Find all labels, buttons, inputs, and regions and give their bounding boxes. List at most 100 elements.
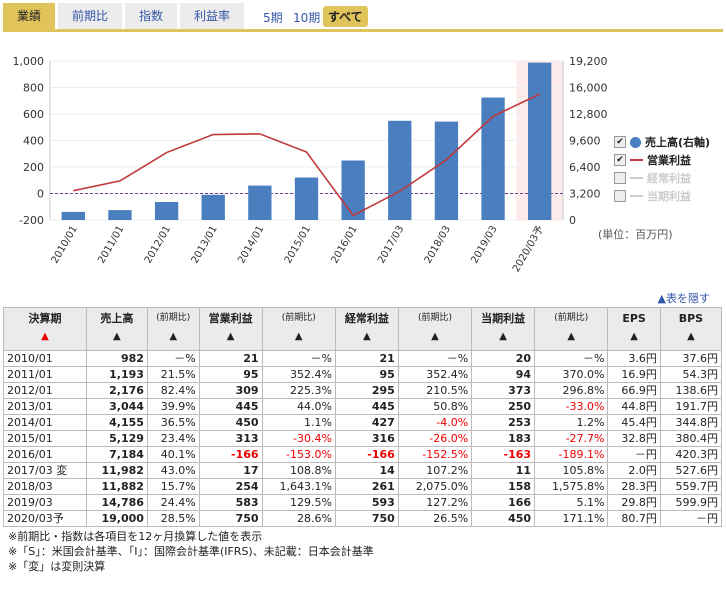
results-table: 決算期 ▲ 売上高 ▲ (前期比) ▲ 営業利益 ▲ (前期比) ▲ 経常利益 ▲ (前期比) ▲ 当期利益… — [3, 307, 723, 527]
checkbox-checked-icon[interactable]: ✔ — [614, 154, 626, 166]
tab-margin[interactable]: 利益率 — [180, 3, 245, 29]
column-header[interactable]: 経常利益 ▲ — [334, 307, 399, 351]
table-cell: 3,044 — [85, 398, 148, 415]
legend-operating[interactable]: ✔ 営業利益 — [614, 151, 710, 169]
sort-arrow-icon[interactable]: ▲ — [294, 331, 303, 342]
sales-bar — [528, 62, 552, 220]
legend-sales[interactable]: ✔ 売上高(右軸) — [614, 133, 710, 151]
sales-bar — [341, 160, 365, 220]
table-cell: 2015/01 — [3, 430, 87, 447]
column-header[interactable]: (前期比) ▲ — [534, 307, 609, 351]
legend-ordinary[interactable]: 経常利益 — [614, 169, 710, 187]
column-header[interactable]: 売上高 ▲ — [85, 307, 148, 351]
column-header[interactable]: 営業利益 ▲ — [198, 307, 263, 351]
header-label: EPS — [622, 312, 646, 325]
column-header[interactable]: 決算期 ▲ — [3, 307, 87, 351]
table-cell: 527.6円 — [659, 462, 723, 479]
right-tick-label: 3,200 — [569, 188, 601, 201]
table-cell: 1,643.1% — [261, 478, 336, 495]
table-cell: 39.9% — [146, 398, 200, 415]
column-header[interactable]: EPS ▲ — [607, 307, 661, 351]
sales-bar — [294, 177, 319, 220]
period-10[interactable]: 10期 — [293, 11, 321, 25]
table-cell: 2011/01 — [3, 366, 87, 383]
checkbox-icon[interactable] — [614, 172, 626, 184]
right-tick-label: 19,200 — [569, 55, 608, 68]
table-cell: 21 — [334, 350, 399, 367]
table-cell: 352.4% — [397, 366, 473, 383]
sales-bar — [481, 97, 505, 220]
sort-arrow-icon[interactable]: ▲ — [363, 331, 371, 342]
x-tick-label: 2016/01 — [329, 224, 359, 265]
column-header[interactable]: (前期比) ▲ — [146, 307, 200, 351]
table-cell: 50.8% — [397, 398, 473, 415]
table-row: 2018/03 11,882 15.7% 254 1,643.1% 261 2,075.0%… — [3, 478, 723, 495]
footnotes: ※前期比・指数は各項目を12ヶ月換算した値を表示 ※「S」：米国会計基準、「I」… — [8, 529, 722, 574]
period-all[interactable]: すべて — [323, 6, 368, 27]
legend-net[interactable]: 当期利益 — [614, 187, 710, 205]
table-cell: 191.7円 — [659, 398, 723, 415]
sort-arrow-icon[interactable]: ▲ — [226, 331, 235, 342]
header-label: (前期比) — [281, 313, 316, 323]
table-cell: 28.6% — [261, 510, 336, 527]
sort-arrow-icon[interactable]: ▲ — [431, 331, 439, 342]
column-header[interactable]: (前期比) ▲ — [261, 307, 336, 351]
table-cell: 26.5% — [397, 510, 473, 527]
table-cell: 66.9円 — [607, 382, 661, 399]
table-cell: －% — [397, 350, 473, 367]
tab-yoy[interactable]: 前期比 — [58, 3, 123, 29]
table-row: 2015/01 5,129 23.4% 313 -30.4% 316 -26.0% 183 -2… — [3, 430, 723, 447]
column-header[interactable]: BPS ▲ — [659, 307, 723, 351]
right-tick-label: 0 — [569, 214, 576, 227]
table-cell: 127.2% — [397, 494, 473, 511]
sort-arrow-icon[interactable]: ▲ — [630, 331, 638, 342]
performance-chart: 1,000 19,200 800 16,000 600 12,800 400 9,600 200… — [13, 55, 608, 274]
period-5[interactable]: 5期 — [263, 11, 283, 25]
table-cell: 28.3円 — [607, 478, 661, 495]
table-cell: -4.0% — [397, 414, 473, 431]
sales-bar — [434, 121, 459, 220]
column-header[interactable]: (前期比) ▲ — [397, 307, 473, 351]
sales-bar — [248, 185, 272, 220]
checkbox-checked-icon[interactable]: ✔ — [614, 136, 626, 148]
table-cell: 11 — [471, 462, 536, 479]
table-cell: 2019/03 — [3, 494, 87, 511]
sales-bar — [154, 201, 179, 220]
left-tick-label: 400 — [23, 135, 44, 148]
sort-arrow-icon[interactable]: ▲ — [567, 331, 576, 342]
sales-bar — [201, 194, 225, 220]
table-cell: 21.5% — [146, 366, 200, 383]
table-cell: 2.0円 — [607, 462, 661, 479]
table-cell: 4,155 — [85, 414, 148, 431]
table-cell: 316 — [334, 430, 399, 447]
sort-arrow-icon[interactable]: ▲ — [41, 331, 49, 342]
hide-table-link[interactable]: ▲表を隠す — [657, 292, 710, 305]
column-header[interactable]: 当期利益 ▲ — [471, 307, 536, 351]
sort-arrow-icon[interactable]: ▲ — [113, 331, 121, 342]
table-cell: 3.6円 — [607, 350, 661, 367]
table-row: 2016/01 7,184 40.1% -166 -153.0% -166 -152.5% -… — [3, 446, 723, 463]
tab-results[interactable]: 業績 — [3, 3, 56, 29]
table-cell: 19,000 — [85, 510, 148, 527]
table-cell: -30.4% — [261, 430, 336, 447]
sort-arrow-icon[interactable]: ▲ — [499, 331, 507, 342]
tab-bar: 業績 前期比 指数 利益率 — [3, 3, 245, 30]
table-cell: 750 — [198, 510, 263, 527]
table-cell: 982 — [85, 350, 148, 367]
table-cell: -152.5% — [397, 446, 473, 463]
table-cell: 95 — [198, 366, 263, 383]
table-cell: 313 — [198, 430, 263, 447]
sort-arrow-icon[interactable]: ▲ — [169, 331, 178, 342]
x-tick-label: 2017/03 — [376, 224, 406, 265]
table-cell: 427 — [334, 414, 399, 431]
sort-arrow-icon[interactable]: ▲ — [687, 331, 695, 342]
table-cell: -166 — [198, 446, 263, 463]
table-cell: 2,075.0% — [397, 478, 473, 495]
table-cell: 158 — [471, 478, 536, 495]
table-cell: 420.3円 — [659, 446, 723, 463]
table-cell: -33.0% — [534, 398, 609, 415]
table-cell: -27.7% — [534, 430, 609, 447]
x-tick-label: 2013/01 — [190, 224, 220, 265]
checkbox-icon[interactable] — [614, 190, 626, 202]
tab-index[interactable]: 指数 — [125, 3, 178, 29]
